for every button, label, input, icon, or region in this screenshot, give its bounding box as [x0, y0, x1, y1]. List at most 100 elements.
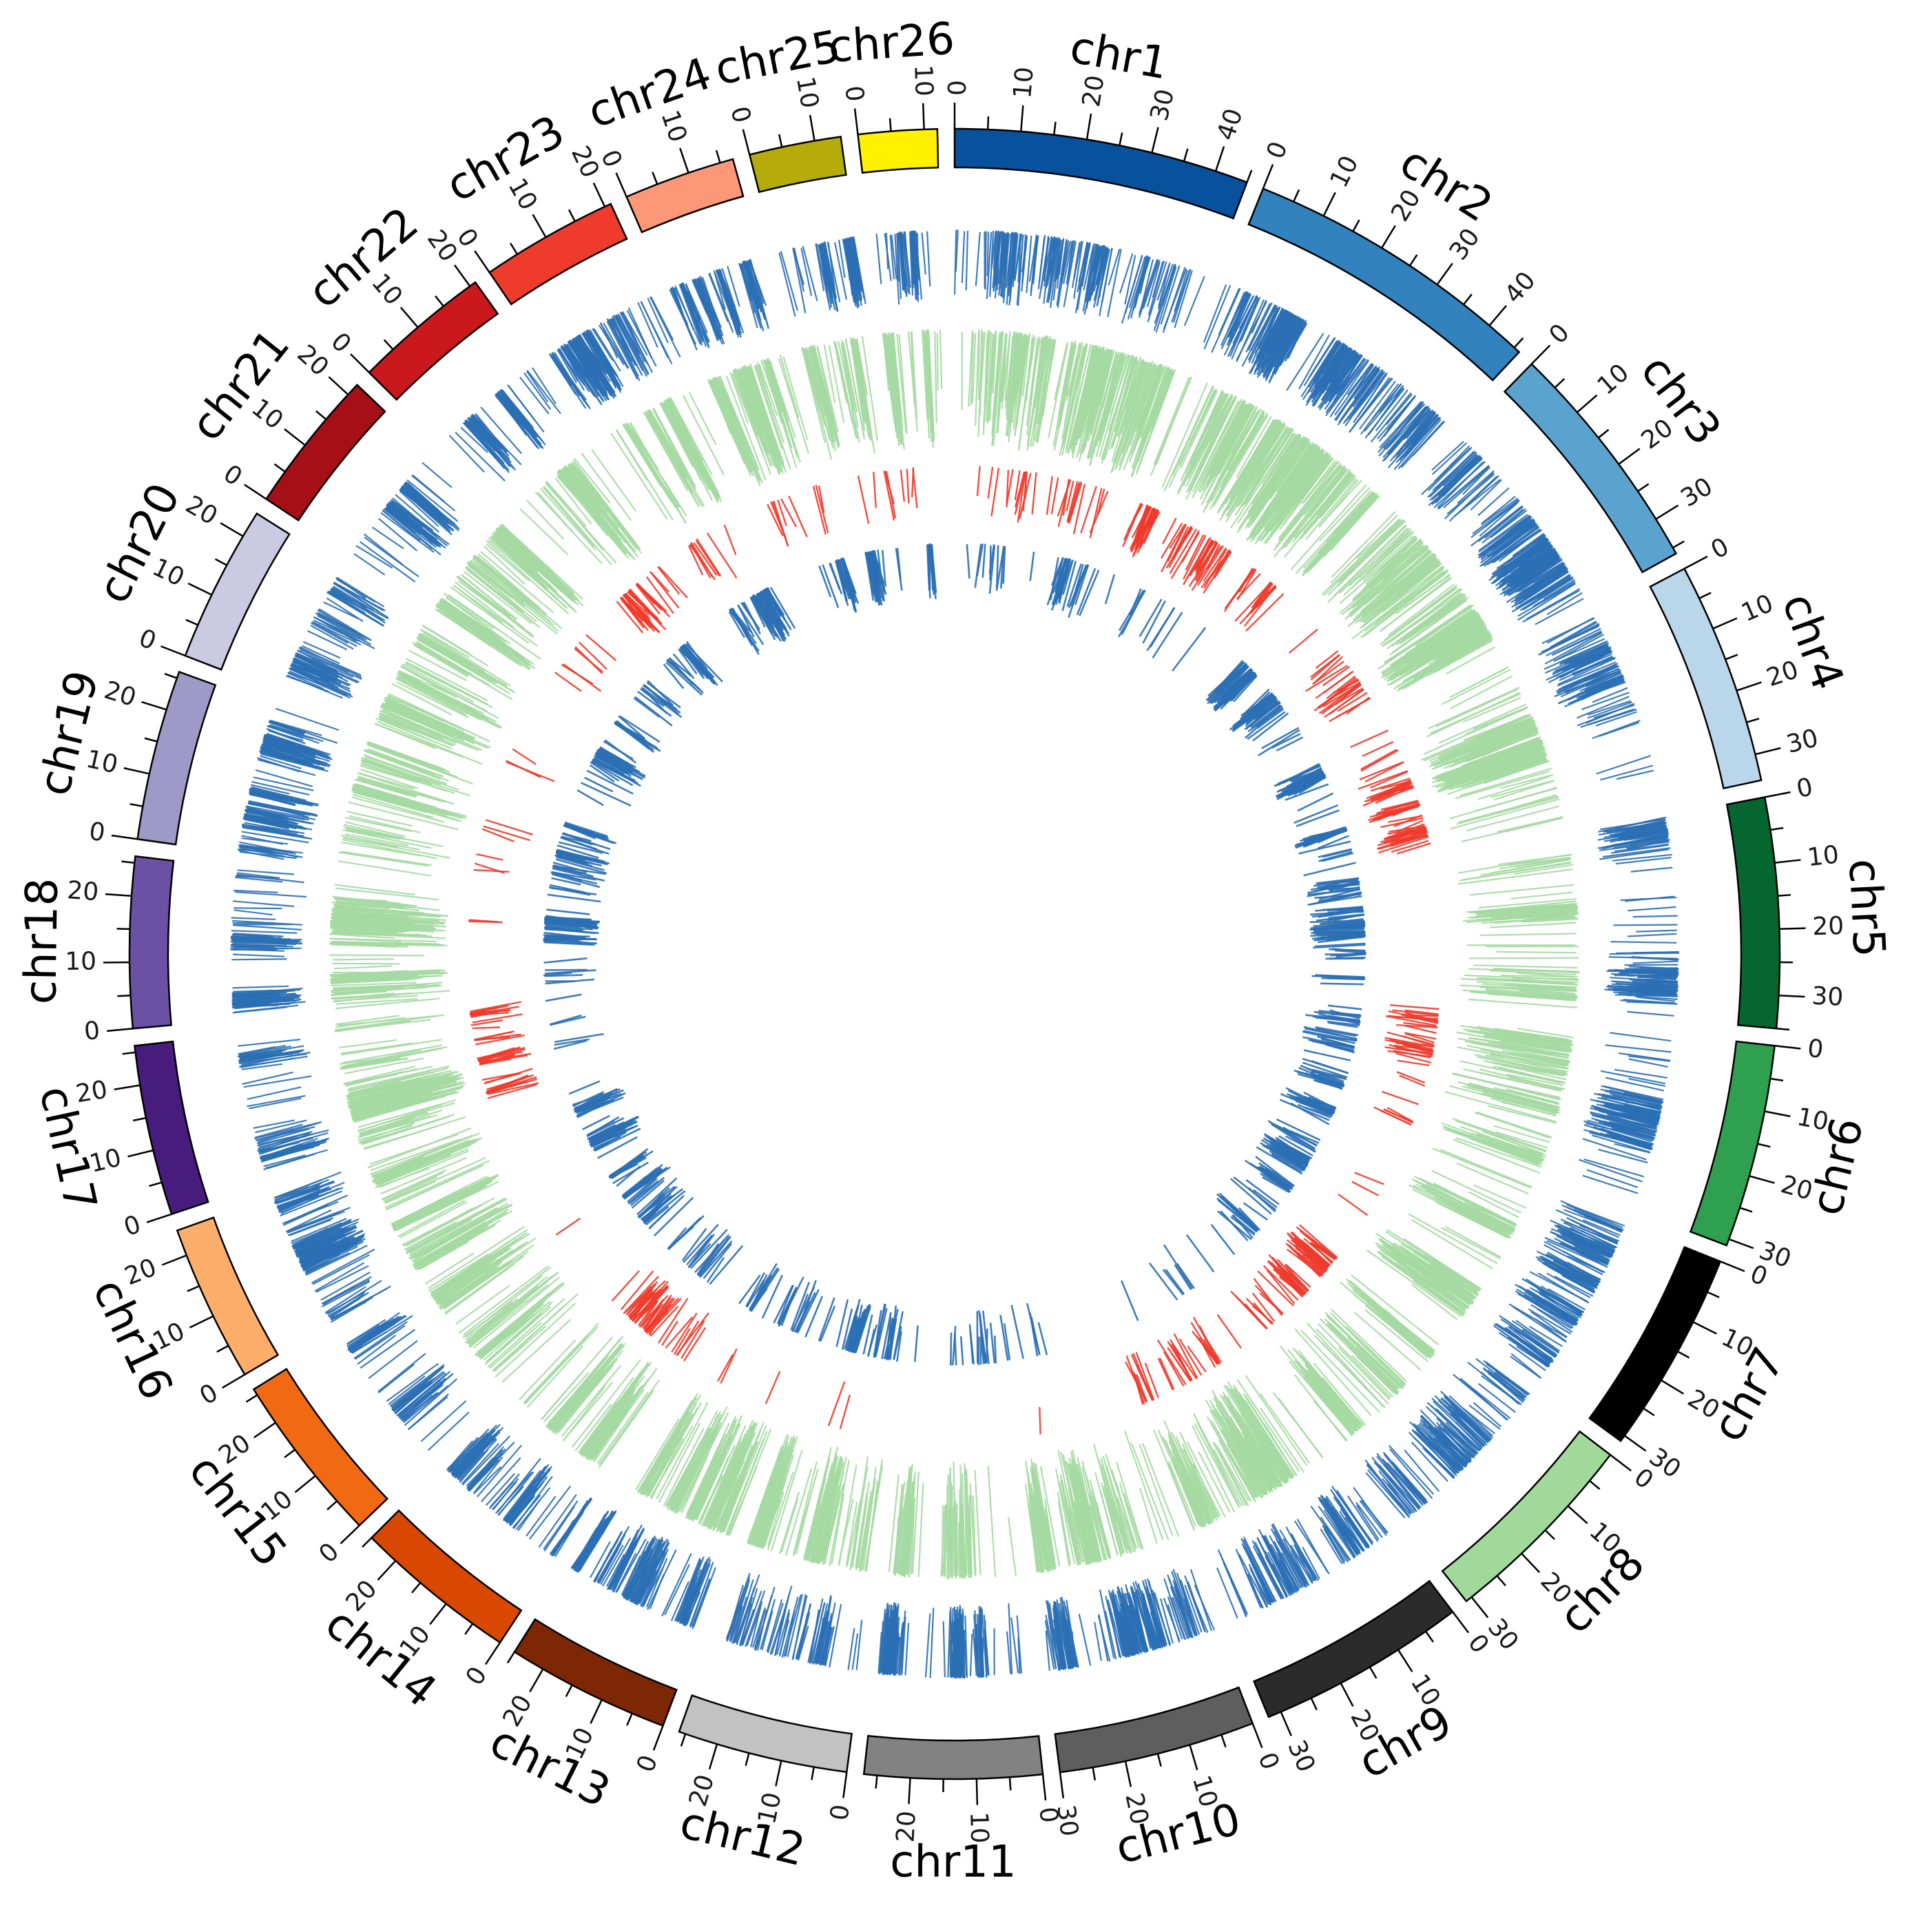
track-1-blue-mark [1576, 665, 1620, 684]
track-1-blue-mark [972, 1629, 977, 1676]
track-1-blue-mark [1091, 246, 1103, 296]
track-1-blue-mark [1559, 1232, 1613, 1258]
track-1-blue-mark [1021, 236, 1028, 292]
track-1-blue-mark [1167, 1596, 1183, 1640]
track-1-blue-mark [926, 231, 931, 287]
track-1-blue-mark [1397, 419, 1442, 470]
track-1-blue-mark [1637, 976, 1677, 979]
track-1-blue-mark [1557, 661, 1617, 687]
track-1-blue-mark [1048, 238, 1058, 274]
track-1-blue-mark [248, 1097, 302, 1110]
track-1-blue-mark [1135, 1604, 1148, 1652]
track-1-blue-mark [1085, 245, 1101, 309]
track-1-blue-mark [1560, 1200, 1623, 1229]
track-1-blue-mark [1425, 1438, 1458, 1474]
track-1-blue-mark [1260, 309, 1288, 360]
track-1-blue-mark [778, 252, 796, 317]
track-1-blue-mark [1515, 562, 1565, 593]
track-1-blue-mark [461, 1442, 499, 1485]
track-1-blue-mark [623, 1537, 655, 1599]
track-1-blue-mark [1524, 556, 1559, 579]
track-1-blue-mark [1414, 1426, 1460, 1471]
track-1-blue-mark [1623, 999, 1675, 1004]
track-1-blue-mark [1467, 1361, 1521, 1404]
track-1-blue-mark [729, 1605, 743, 1642]
track-1-blue-mark [1432, 457, 1481, 505]
track-1-blue-mark [485, 1473, 515, 1506]
track-1-blue-mark [847, 1628, 855, 1670]
track-1-blue-mark [1440, 1390, 1494, 1439]
track-1-blue-mark [1459, 1378, 1508, 1421]
track-1-blue-mark [1331, 1485, 1373, 1546]
track-1-blue-mark [734, 1579, 754, 1643]
track-1-blue-mark [1595, 711, 1637, 727]
track-1-blue-mark [1286, 333, 1324, 391]
track-1-blue-mark [975, 1623, 981, 1678]
track-1-blue-mark [1470, 479, 1502, 511]
track-1-blue-mark [1517, 583, 1576, 621]
track-1-blue-mark [1622, 822, 1665, 833]
track-1-blue-mark [231, 930, 298, 934]
track-1-blue-mark [1065, 1628, 1072, 1668]
track-1-blue-mark [1008, 1603, 1013, 1674]
track-1-blue-mark [1596, 755, 1651, 775]
track-1-blue-mark [1006, 233, 1012, 305]
track-1-blue-mark [760, 1599, 776, 1650]
track-2-green-mark [1456, 666, 1509, 695]
track-1-blue-mark [1473, 1402, 1501, 1428]
track-1-blue-mark [1174, 270, 1193, 329]
track-1-blue-mark [1083, 245, 1094, 291]
track-1-blue-mark [1278, 1540, 1306, 1588]
track-1-blue-mark [683, 1580, 701, 1626]
track-1-blue-mark [1462, 1408, 1496, 1435]
track-1-blue-mark [1626, 831, 1667, 838]
track-1-blue-mark [1632, 915, 1678, 918]
track-1-blue-mark [1567, 1255, 1606, 1274]
track-1-blue-mark [1378, 1464, 1420, 1510]
track-1-blue-mark [774, 1593, 791, 1656]
track-1-blue-mark [1583, 1158, 1645, 1178]
track-1-blue-mark [1437, 464, 1490, 510]
track-1-blue-mark [1512, 532, 1545, 557]
track-1-blue-mark [360, 1329, 416, 1369]
track-1-blue-mark [1532, 1300, 1577, 1327]
track-1-blue-mark [1440, 1438, 1469, 1464]
track-1-blue-mark [1236, 299, 1265, 362]
track-2-green-mark [1468, 998, 1577, 1008]
track-1-blue-mark [1594, 1127, 1653, 1145]
track-2-green-mark [1441, 669, 1511, 705]
track-1-blue-mark [1247, 1573, 1263, 1608]
track-1-blue-mark [1610, 941, 1677, 944]
track-1-blue-mark [467, 1458, 498, 1491]
track-1-blue-mark [1477, 1383, 1516, 1413]
track-1-blue-mark [822, 1627, 833, 1666]
track-1-blue-mark [1211, 288, 1241, 353]
track-1-blue-mark [781, 1597, 799, 1658]
track-1-blue-mark [1240, 297, 1261, 342]
track-1-blue-mark [1431, 441, 1464, 471]
track-1-blue-mark [689, 1585, 706, 1626]
track-1-blue-mark [1006, 1631, 1012, 1674]
track-1-blue-mark [615, 1552, 637, 1593]
track-1-blue-mark [452, 1434, 495, 1477]
track-1-blue-mark [1249, 1567, 1269, 1608]
track-1-blue-mark [1216, 1567, 1238, 1619]
track-1-blue-mark [1598, 1148, 1648, 1164]
track-1-blue-mark [1621, 970, 1677, 976]
track-1-blue-mark [1424, 1448, 1455, 1479]
track-1-blue-mark [877, 1632, 882, 1674]
track-1-blue-mark [1162, 267, 1186, 333]
track-1-blue-mark [1099, 248, 1108, 298]
track-1-blue-mark [1610, 1121, 1656, 1133]
track-1-blue-mark [1360, 1499, 1389, 1534]
track-1-blue-mark [1437, 1440, 1464, 1469]
track-1-blue-mark [1386, 406, 1430, 455]
track-1-blue-mark [377, 1353, 426, 1393]
track-1-blue-mark [1289, 1544, 1315, 1581]
track-1-blue-mark [1016, 1615, 1023, 1674]
track-1-blue-mark [1627, 933, 1677, 937]
track-1-blue-mark [1521, 1329, 1560, 1354]
track-1-blue-mark [1323, 1528, 1345, 1564]
track-1-blue-mark [1287, 322, 1308, 357]
track-1-blue-mark [1324, 1503, 1360, 1553]
